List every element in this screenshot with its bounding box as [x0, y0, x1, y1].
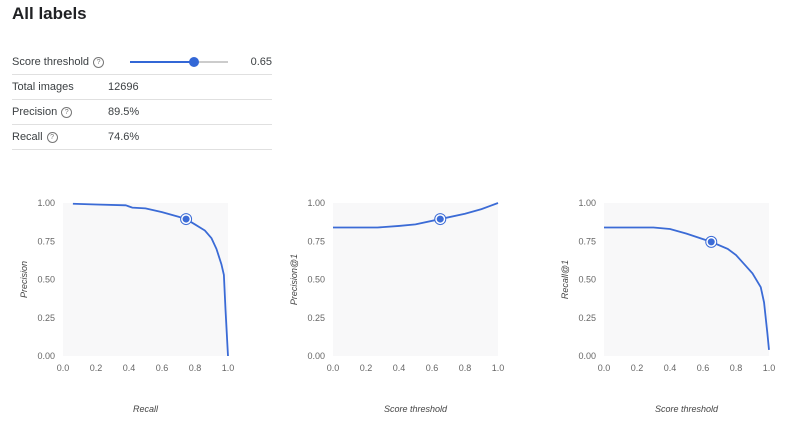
- plot-area: [604, 203, 769, 356]
- y-tick-label: 0.75: [37, 236, 55, 246]
- x-tick-label: 1.0: [763, 363, 776, 373]
- x-tick-label: 0.4: [123, 363, 136, 373]
- y-tick-label: 0.75: [307, 236, 325, 246]
- x-tick-label: 0.4: [664, 363, 677, 373]
- plot-area: [63, 203, 228, 356]
- precision-threshold-chart: 0.00 0.25 0.50 0.75 1.00 0.0 0.2 0.4 0.6 0.8 1.0 Sc…: [289, 198, 505, 414]
- question-circle-icon[interactable]: ?: [46, 131, 58, 143]
- x-tick-label: 0.2: [90, 363, 103, 373]
- threshold-value: 0.65: [250, 56, 272, 68]
- question-circle-icon[interactable]: ?: [93, 56, 105, 68]
- x-tick-label: 0.6: [156, 363, 169, 373]
- x-axis-label: Score threshold: [655, 404, 719, 414]
- threshold-label: Score threshold: [12, 56, 90, 68]
- y-tick-label: 1.00: [37, 198, 55, 208]
- y-tick-label: 0.75: [578, 236, 596, 246]
- y-tick-label: 0.50: [37, 275, 55, 285]
- y-tick-label: 0.50: [307, 275, 325, 285]
- precision-row: Precision? 89.5%: [12, 100, 272, 125]
- x-tick-label: 0.2: [360, 363, 373, 373]
- page-title: All labels: [12, 4, 87, 23]
- y-tick-label: 0.00: [578, 351, 596, 361]
- x-tick-label: 0.0: [598, 363, 611, 373]
- y-tick-label: 0.25: [307, 313, 325, 323]
- y-axis-label: Recall@1: [560, 260, 570, 299]
- recall-threshold-chart: 0.00 0.25 0.50 0.75 1.00 0.0 0.2 0.4 0.6 0.8 1.0 Sc…: [560, 198, 776, 414]
- x-tick-label: 0.8: [459, 363, 472, 373]
- slider-fill: [130, 61, 194, 63]
- x-tick-label: 0.0: [327, 363, 340, 373]
- metrics-table: Score threshold? 0.65 Total images 12696…: [12, 50, 272, 150]
- y-tick-label: 0.00: [307, 351, 325, 361]
- recall-value: 74.6%: [108, 131, 140, 143]
- y-axis-label: Precision: [19, 261, 29, 298]
- x-tick-label: 0.8: [189, 363, 202, 373]
- y-tick-label: 0.50: [578, 275, 596, 285]
- question-circle-icon[interactable]: ?: [61, 106, 73, 118]
- y-tick-label: 0.00: [37, 351, 55, 361]
- x-tick-label: 0.8: [730, 363, 743, 373]
- y-tick-label: 0.25: [578, 313, 596, 323]
- x-tick-label: 1.0: [222, 363, 235, 373]
- y-tick-label: 1.00: [307, 198, 325, 208]
- threshold-row: Score threshold? 0.65: [12, 50, 272, 75]
- x-axis-label: Recall: [133, 404, 159, 414]
- x-tick-label: 0.6: [426, 363, 439, 373]
- precision-value: 89.5%: [108, 106, 140, 118]
- y-tick-label: 0.25: [37, 313, 55, 323]
- precision-label: Precision: [12, 106, 58, 118]
- total-images-value: 12696: [108, 81, 139, 93]
- series-line: [604, 226, 770, 350]
- precision-recall-chart: 0.00 0.25 0.50 0.75 1.00 0.0 0.2 0.4 0.6 0.8 1.0 Re…: [19, 198, 235, 414]
- total-images-row: Total images 12696: [12, 75, 272, 100]
- score-threshold-slider[interactable]: [130, 57, 228, 67]
- x-tick-label: 0.0: [57, 363, 70, 373]
- recall-row: Recall? 74.6%: [12, 125, 272, 150]
- x-tick-label: 0.6: [697, 363, 710, 373]
- threshold-marker: [707, 238, 715, 246]
- threshold-marker: [182, 215, 190, 223]
- total-images-label: Total images: [12, 81, 74, 93]
- plot-area: [333, 203, 498, 356]
- y-tick-label: 1.00: [578, 198, 596, 208]
- x-tick-label: 1.0: [492, 363, 505, 373]
- x-axis-label: Score threshold: [384, 404, 448, 414]
- x-tick-label: 0.2: [631, 363, 644, 373]
- recall-label: Recall: [12, 131, 43, 143]
- y-axis-label: Precision@1: [289, 254, 299, 305]
- slider-thumb[interactable]: [188, 57, 199, 67]
- x-tick-label: 0.4: [393, 363, 406, 373]
- threshold-marker: [436, 215, 444, 223]
